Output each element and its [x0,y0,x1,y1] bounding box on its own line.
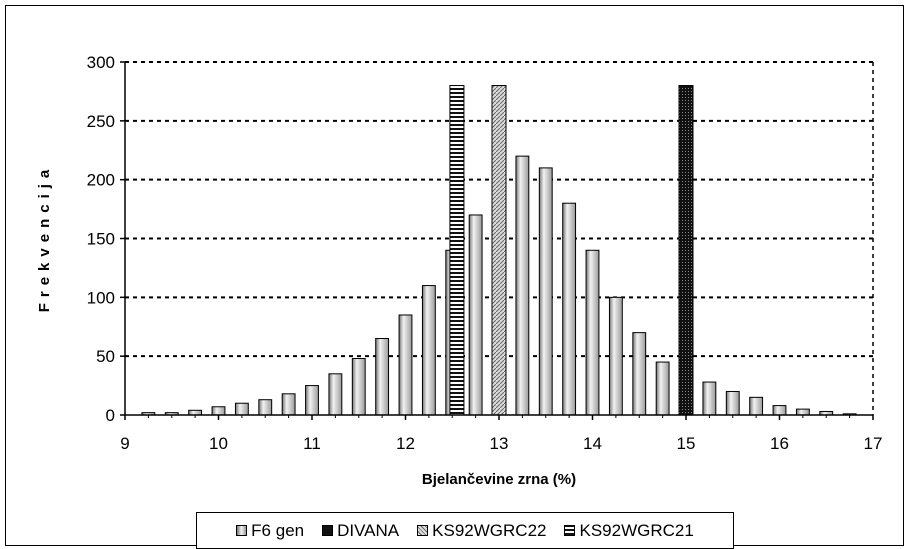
y-tick-label: 0 [106,406,115,425]
legend-label: KS92WGRC22 [432,520,547,540]
legend-item: DIVANA [322,521,399,541]
legend-swatch [417,525,429,536]
y-tick-label: 50 [96,347,115,366]
bar-f6-gen [398,314,413,416]
bar-f6-gen [375,338,390,416]
bar-f6-gen [562,202,577,416]
x-tick-label: 13 [490,434,509,453]
legend-swatch [236,525,248,536]
legend-swatch [564,525,576,536]
bar-f6-gen [468,214,483,416]
y-tick-label: 200 [87,171,115,190]
x-tick-label: 14 [583,434,602,453]
legend-label: DIVANA [337,520,400,540]
legend-swatch [322,525,334,536]
legend-item: KS92WGRC22 [417,521,546,541]
legend-item: KS92WGRC21 [564,520,694,541]
bar-divana [678,85,694,416]
x-tick-label: 15 [677,434,696,453]
x-tick-label: 12 [396,434,415,453]
x-tick-label: 9 [120,434,129,453]
bar-f6-gen [281,393,296,416]
bar-f6-gen [211,406,226,416]
bar-f6-gen [702,381,717,416]
bar-ks92wgrc21 [449,85,465,416]
bar-f6-gen [772,405,787,416]
bar-f6-gen [234,402,249,416]
gridlines [125,61,874,415]
bar-f6-gen [749,396,764,416]
y-tick-label: 100 [87,288,115,307]
bar-f6-gen [515,155,530,416]
bar-f6-gen [351,358,366,416]
legend-label: F6 gen [251,520,305,540]
bar-f6-gen [305,385,319,416]
bar-f6-gen [608,296,623,416]
x-tick-label: 11 [303,434,321,453]
bar-f6-gen [632,332,647,416]
legend-label: KS92WGRC21 [579,520,694,540]
x-tick-label: 10 [209,434,228,453]
x-axis-label: Bjelančevine zrna (%) [422,471,576,488]
tick-labels: 0 50 100 150 200 250 300 9 10 11 12 13 14 15 16 17 [87,53,883,453]
bar-f6-gen [585,249,600,416]
legend: F6 gen DIVANA KS92WGRC22 KS92WGRC21 [196,512,734,549]
bar-f6-gen [538,167,553,416]
bar-f6-gen [725,390,740,416]
y-tick-label: 300 [87,53,115,72]
bar-f6-gen [421,285,436,416]
bar-f6-gen [328,373,343,416]
bar-f6-gen [795,408,810,416]
axes [120,61,874,420]
y-axis-label: Frekvencija [36,164,53,313]
y-tick-label: 250 [87,112,115,131]
bars [141,85,857,416]
y-tick-label: 150 [87,230,115,249]
x-tick-label: 16 [770,434,789,453]
legend-item: F6 gen [236,521,304,541]
x-tick-label: 17 [864,434,883,453]
bar-ks92wgrc22 [491,85,507,416]
bar-f6-gen [655,361,670,416]
bar-f6-gen [258,399,273,416]
